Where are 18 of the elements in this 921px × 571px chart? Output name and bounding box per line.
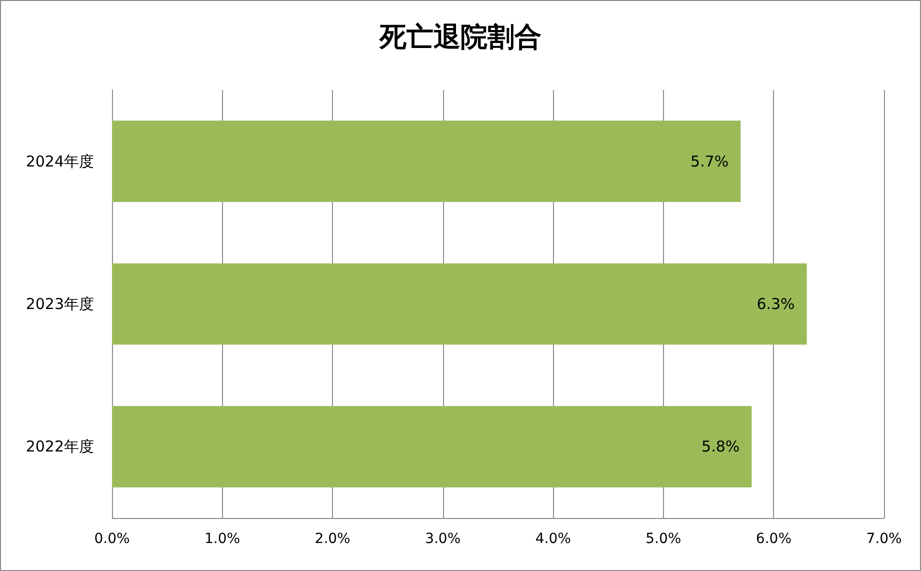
bar [112,263,807,345]
y-tick-label: 2023年度 [26,295,94,313]
bar [112,120,741,202]
x-tick-label: 2.0% [314,531,350,547]
x-tick-label: 6.0% [756,531,792,547]
x-tick-label: 3.0% [425,531,461,547]
data-label: 5.7% [690,152,729,170]
data-label: 5.8% [702,438,740,456]
y-tick-label: 2022年度 [26,438,94,456]
chart-title: 死亡退院割合 [378,22,542,53]
x-tick-label: 1.0% [204,531,240,547]
data-label: 6.3% [756,295,795,313]
bar [112,406,752,488]
y-tick-label: 2024年度 [26,152,94,170]
x-tick-label: 7.0% [866,531,902,547]
x-tick-label: 0.0% [94,531,130,547]
x-tick-label: 4.0% [535,531,571,547]
x-tick-label: 5.0% [646,531,682,547]
